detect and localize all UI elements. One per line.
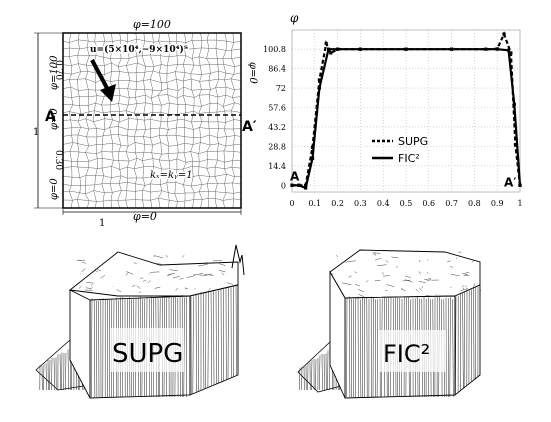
x-tick-label: 0.9	[491, 199, 504, 208]
surface-label-fic: FIC²	[383, 340, 430, 368]
bc-left-lower-label-1: φ=0	[49, 178, 60, 200]
series-point	[304, 183, 308, 187]
bc-left-upper-label: φ=100	[49, 55, 60, 90]
chart-ylabel: φ	[290, 11, 299, 25]
chart-point-label-end: A′	[504, 175, 516, 189]
x-tick-label: 0.2	[331, 199, 344, 208]
series-point	[326, 47, 331, 51]
bc-top-label: φ=100	[133, 18, 171, 31]
chart-point-label-start: A	[290, 169, 300, 183]
bc-right-label: φ=0	[247, 62, 258, 84]
y-tick-label: 72	[276, 84, 286, 93]
series-point	[509, 51, 513, 55]
y-tick-label: 86.4	[268, 65, 286, 74]
series-line-fic	[292, 48, 522, 190]
series-point	[297, 183, 301, 187]
series-point	[329, 51, 333, 55]
series-point	[450, 47, 454, 51]
plot-frame	[291, 29, 521, 193]
series-point	[512, 102, 516, 106]
dim-width-label: 1	[99, 218, 105, 229]
x-tick-label: 0.7	[445, 199, 458, 208]
y-tick-label: 100.8	[263, 45, 286, 54]
x-tick-label: 0.8	[468, 199, 481, 208]
surface-plot-fic: FIC²	[297, 249, 482, 399]
chart-points	[290, 32, 522, 190]
y-tick-label: 57.6	[268, 103, 286, 112]
chart-y-ticks: 0 14.4 28.8 43.2 57.6 72 86.4 100.8	[263, 45, 286, 190]
bc-left-upper-dim: 0.70	[53, 60, 63, 80]
series-point	[290, 183, 294, 187]
series-point	[495, 47, 499, 51]
dim-height-label: 1	[33, 127, 39, 138]
surface-plot-supg: SUPG	[35, 244, 245, 399]
surface-top-mesh	[76, 254, 235, 295]
y-tick-label: 28.8	[268, 142, 286, 151]
x-tick-label: 0.4	[377, 199, 390, 208]
series-point	[404, 47, 408, 51]
velocity-label: u=(5×10⁴,−9×10⁴)ᵀ	[90, 44, 188, 55]
chart-legend: SUPG FIC²	[372, 135, 428, 165]
series-point	[507, 48, 511, 52]
chart-x-ticks: 0 0.1 0.2 0.3 0.4 0.5 0.6 0.7 0.8 0.9 1	[289, 199, 522, 208]
y-tick-label: 14.4	[268, 162, 286, 171]
series-point	[358, 47, 362, 51]
series-point	[304, 186, 308, 190]
section-start-label: A	[45, 109, 56, 125]
profile-chart: φ 0 14.4 28.8 43.2 57.6 72 86.4 100.8 0 0.1 0.2 0.…	[263, 11, 522, 208]
surface-hatching	[190, 284, 237, 395]
y-tick-label: 43.2	[268, 123, 286, 132]
x-tick-label: 0.3	[354, 199, 367, 208]
domain-schematic: A A′ φ=100 φ=0 φ=0 φ=100 φ=0 0.70 0.30 φ…	[33, 18, 258, 229]
series-point	[324, 41, 328, 46]
diffusion-label: kₓ=kᵧ=1	[150, 170, 193, 181]
legend-label-fic: FIC²	[398, 152, 420, 165]
velocity-arrow-shaft	[90, 59, 110, 91]
x-tick-label: 0.1	[308, 199, 321, 208]
x-tick-label: 0.6	[422, 199, 435, 208]
bc-bottom-label: φ=0	[133, 210, 157, 223]
x-tick-label: 0	[289, 199, 294, 208]
surface-label-supg: SUPG	[112, 339, 183, 369]
legend-label-supg: SUPG	[398, 135, 428, 148]
bc-left-lower-dim: 0.30	[53, 150, 63, 170]
series-point	[310, 156, 315, 160]
mesh-lines	[62, 32, 242, 209]
bc-left-lower-label-2: φ=0	[49, 108, 60, 130]
series-point	[336, 47, 340, 51]
series-point	[502, 32, 506, 36]
velocity-arrow-head	[100, 84, 116, 102]
series-point	[317, 86, 321, 90]
x-tick-label: 0.5	[400, 199, 413, 208]
series-point	[484, 47, 488, 51]
series-point	[317, 78, 321, 82]
series-point	[310, 145, 315, 150]
surface-hatching	[455, 285, 479, 395]
x-tick-label: 1	[517, 199, 522, 208]
section-end-label: A′	[242, 119, 257, 135]
series-point	[513, 143, 518, 147]
series-point	[518, 183, 522, 187]
domain-boundary	[62, 32, 242, 209]
unstructured-mesh	[62, 32, 242, 209]
y-tick-label: 0	[281, 181, 286, 190]
